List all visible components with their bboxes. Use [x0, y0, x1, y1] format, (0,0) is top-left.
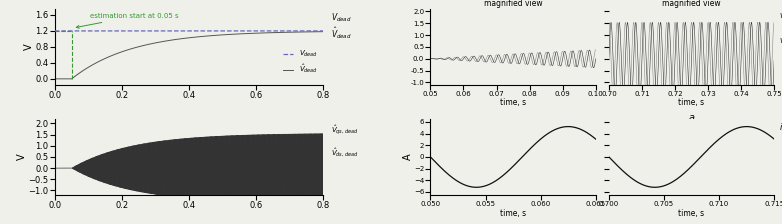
Text: $\hat{V}_{ds,\,dead}$: $\hat{V}_{ds,\,dead}$	[332, 147, 360, 159]
Text: $\hat{V}_{ds,\,dead}$: $\hat{V}_{ds,\,dead}$	[779, 35, 782, 47]
Text: estimation start at 0.05 s: estimation start at 0.05 s	[77, 13, 178, 28]
Y-axis label: A: A	[403, 154, 412, 160]
X-axis label: time, s: time, s	[679, 209, 705, 218]
X-axis label: time, s: time, s	[500, 99, 526, 108]
Y-axis label: V: V	[24, 44, 34, 50]
Text: $V_{dead}$: $V_{dead}$	[332, 12, 352, 24]
X-axis label: time, s: time, s	[500, 209, 526, 218]
Title: magnified view: magnified view	[662, 0, 721, 8]
Title: magnified view: magnified view	[484, 0, 543, 8]
Text: $\hat{V}_{qs,\,dead}$: $\hat{V}_{qs,\,dead}$	[332, 123, 360, 137]
X-axis label: time, s: time, s	[679, 99, 705, 108]
Y-axis label: V: V	[17, 154, 27, 160]
Legend: $V_{dead}$, $\hat{V}_{dead}$: $V_{dead}$, $\hat{V}_{dead}$	[281, 47, 320, 78]
Text: $i_{as}$: $i_{as}$	[779, 122, 782, 134]
Text: a: a	[688, 113, 694, 123]
Text: $\hat{V}_{qs,\,dead}$: $\hat{V}_{qs,\,dead}$	[779, 10, 782, 24]
Text: $\hat{V}_{dead}$: $\hat{V}_{dead}$	[332, 25, 352, 41]
